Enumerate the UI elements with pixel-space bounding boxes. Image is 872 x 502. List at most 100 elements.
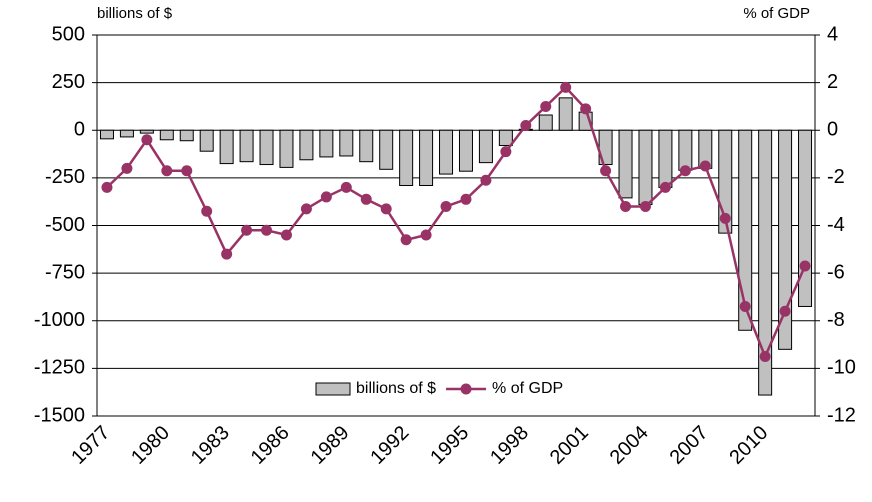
bar: [279, 129, 294, 168]
x-tick-label: 1995: [426, 422, 473, 469]
bar: [458, 129, 473, 172]
line-point: [560, 81, 572, 93]
bar: [658, 129, 673, 188]
bar: [419, 129, 434, 186]
x-tick-label: 1986: [247, 422, 294, 469]
y2-tick-label: -12: [827, 404, 856, 426]
legend-swatch: [315, 382, 351, 396]
line-point: [360, 193, 372, 205]
bar: [259, 129, 274, 166]
bar: [339, 129, 354, 157]
bar: [498, 129, 513, 146]
legend-label: % of GDP: [492, 380, 563, 397]
line-point: [161, 165, 173, 177]
line-point: [540, 100, 552, 112]
y-tick-label: -250: [45, 166, 85, 188]
y2-tick-label: -4: [827, 214, 845, 236]
line-point: [181, 165, 193, 177]
legend-label: billions of $: [356, 380, 436, 397]
line-point: [400, 234, 412, 246]
x-tick-label: 2010: [725, 422, 772, 469]
bar: [478, 129, 493, 164]
bar: [319, 129, 334, 158]
line-point: [779, 305, 791, 317]
line-point: [300, 203, 312, 215]
line-point: [201, 205, 213, 217]
bar: [219, 129, 234, 165]
bar: [299, 129, 314, 161]
bar: [558, 97, 573, 131]
y2-tick-label: -6: [827, 261, 845, 283]
bar: [119, 129, 134, 138]
bar: [159, 129, 174, 141]
x-tick-label: 2004: [606, 422, 653, 469]
line-point: [639, 200, 651, 212]
line-point: [500, 146, 512, 158]
line-point: [380, 203, 392, 215]
line: [106, 85, 807, 360]
x-tick-label: 1977: [67, 422, 114, 469]
line-point: [480, 174, 492, 186]
y-tick-label: 0: [74, 119, 85, 141]
bar: [738, 129, 753, 331]
line-point: [221, 248, 233, 260]
x-tick-label: 1989: [307, 422, 354, 469]
line-point: [141, 134, 153, 146]
y-tick-label: 500: [52, 23, 85, 45]
line-point: [320, 191, 332, 203]
line-point: [759, 350, 771, 362]
bar: [399, 129, 414, 186]
line-point: [719, 212, 731, 224]
line-point: [580, 103, 592, 115]
line-point: [440, 200, 452, 212]
y2-tick-label: -8: [827, 309, 845, 331]
line-point: [420, 229, 432, 241]
line-point: [280, 229, 292, 241]
y2-axis-label: % of GDP: [743, 5, 810, 22]
line-point: [699, 160, 711, 172]
y-tick-label: 250: [52, 71, 85, 93]
bar: [359, 129, 374, 163]
y-tick-label: -1500: [34, 404, 85, 426]
line-point: [600, 165, 612, 177]
x-tick-label: 1980: [127, 422, 174, 469]
line-point: [121, 162, 133, 174]
bar: [99, 129, 114, 140]
line-point: [620, 200, 632, 212]
x-tick-label: 2007: [666, 422, 713, 469]
y2-tick-label: 2: [827, 71, 838, 93]
y-tick-label: -750: [45, 261, 85, 283]
bar: [239, 129, 254, 163]
bar: [758, 129, 773, 396]
bar: [139, 129, 154, 134]
y2-tick-label: -10: [827, 357, 856, 379]
bar: [379, 129, 394, 170]
y2-tick-label: -2: [827, 166, 845, 188]
y2-tick-label: 4: [827, 23, 838, 45]
line-point: [520, 119, 532, 131]
legend-swatch: [460, 383, 472, 395]
x-tick-label: 1992: [366, 422, 413, 469]
bar: [538, 114, 553, 131]
line-point: [679, 165, 691, 177]
line-point: [739, 300, 751, 312]
bar: [439, 129, 454, 175]
y-tick-label: -1250: [34, 357, 85, 379]
bar: [678, 129, 693, 171]
line-point: [799, 260, 811, 272]
line-point: [340, 181, 352, 193]
bar: [638, 129, 653, 206]
x-tick-label: 1998: [486, 422, 533, 469]
y-tick-label: -1000: [34, 309, 85, 331]
y-tick-label: -500: [45, 214, 85, 236]
line-point: [659, 181, 671, 193]
bar: [798, 129, 813, 307]
line-point: [101, 181, 113, 193]
y2-tick-label: 0: [827, 119, 838, 141]
x-tick-label: 2001: [546, 422, 593, 469]
bar: [199, 129, 214, 152]
bar: [778, 129, 793, 350]
x-tick-label: 1983: [187, 422, 234, 469]
line-point: [460, 193, 472, 205]
